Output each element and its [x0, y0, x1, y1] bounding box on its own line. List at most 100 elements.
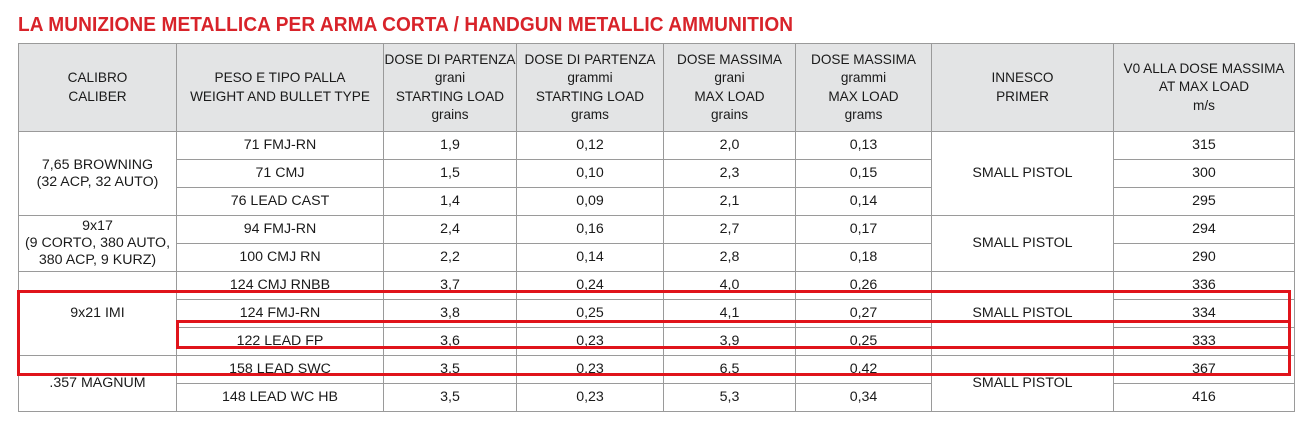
table-row: 9x17 (9 CORTO, 380 AUTO, 380 ACP, 9 KURZ) 9… — [18, 215, 1295, 272]
v0-cell: 295 — [1113, 187, 1295, 216]
v0-cell: 294 — [1113, 215, 1295, 244]
table-row: 148 LEAD WC HB 3,5 0,23 5,3 0,34 416 — [19, 383, 1295, 412]
caliber-line: 7,65 BROWNING — [41, 156, 154, 173]
v0-cell: 300 — [1113, 159, 1295, 188]
header-line: INNESCO — [991, 70, 1054, 85]
bullet-cell: 71 FMJ-RN — [176, 131, 384, 160]
v0-cell: 315 — [1113, 131, 1295, 160]
starting-grains-cell: 3,6 — [383, 327, 517, 356]
header-caliber: CALIBRO CALIBER — [18, 43, 177, 132]
max-grams-cell: 0,15 — [795, 159, 932, 188]
header-line: PRIMER — [996, 88, 1049, 104]
caliber-cell: .357 MAGNUM — [18, 355, 177, 412]
max-grains-cell: 4,0 — [663, 271, 796, 300]
header-line: CALIBRO — [67, 70, 128, 85]
primer-cell: SMALL PISTOL — [931, 131, 1114, 216]
header-line: grani — [434, 70, 466, 85]
v0-cell: 336 — [1113, 271, 1295, 300]
max-grams-cell: 0,27 — [795, 299, 932, 328]
max-grams-cell: 0,18 — [795, 243, 932, 272]
max-grams-cell: 0,14 — [795, 187, 932, 216]
starting-grams-cell: 0,23 — [516, 383, 664, 412]
header-line: CALIBER — [68, 88, 127, 104]
v0-cell: 416 — [1113, 383, 1295, 412]
caliber-cell: 9x17 (9 CORTO, 380 AUTO, 380 ACP, 9 KURZ) — [18, 215, 177, 272]
max-grams-cell: 0,13 — [795, 131, 932, 160]
starting-grains-cell: 2,4 — [383, 215, 517, 244]
header-max-grains: DOSE MASSIMA grani MAX LOAD grains — [663, 43, 796, 132]
bullet-cell: 76 LEAD CAST — [176, 187, 384, 216]
starting-grains-cell: 3,5 — [383, 355, 517, 384]
max-grains-cell: 6,5 — [663, 355, 796, 384]
header-line: grams — [844, 107, 883, 122]
header-line: STARTING LOAD — [395, 88, 505, 104]
header-row: CALIBRO CALIBER PESO E TIPO PALLA WEIGHT AN… — [18, 43, 1295, 132]
header-v0: V0 ALLA DOSE MASSIMA AT MAX LOAD m/s — [1113, 43, 1295, 132]
starting-grains-cell: 1,5 — [383, 159, 517, 188]
starting-grains-cell: 3,7 — [383, 271, 517, 300]
starting-grams-cell: 0,16 — [516, 215, 664, 244]
primer-cell: SMALL PISTOL — [931, 271, 1114, 356]
max-grains-cell: 2,3 — [663, 159, 796, 188]
v0-cell: 367 — [1113, 355, 1295, 384]
header-max-grams: DOSE MASSIMA grammi MAX LOAD grams — [795, 43, 932, 132]
header-starting-grams: DOSE DI PARTENZA grammi STARTING LOAD grams — [516, 43, 664, 132]
bullet-cell: 122 LEAD FP — [176, 327, 384, 356]
max-grams-cell: 0,17 — [795, 215, 932, 244]
starting-grams-cell: 0,25 — [516, 299, 664, 328]
max-grains-cell: 2,7 — [663, 215, 796, 244]
bullet-cell: 94 FMJ-RN — [176, 215, 384, 244]
table-row: 7,65 BROWNING (32 ACP, 32 AUTO) 71 FMJ-RN 1… — [18, 131, 1295, 216]
starting-grams-cell: 0,12 — [516, 131, 664, 160]
max-grams-cell: 0,34 — [795, 383, 932, 412]
bullet-cell: 124 FMJ-RN — [176, 299, 384, 328]
caliber-line: (32 ACP, 32 AUTO) — [36, 173, 159, 190]
header-line: PESO E TIPO PALLA — [214, 70, 346, 85]
starting-grams-cell: 0,24 — [516, 271, 664, 300]
primer-cell: SMALL PISTOL — [931, 215, 1114, 272]
header-line: DOSE DI PARTENZA — [524, 51, 656, 67]
ammunition-table: CALIBRO CALIBER PESO E TIPO PALLA WEIGHT AN… — [18, 43, 1295, 412]
caliber-line: 9x21 IMI — [70, 305, 125, 321]
header-line: AT MAX LOAD — [1158, 79, 1250, 95]
bullet-cell: 158 LEAD SWC — [176, 355, 384, 384]
table-row: 100 CMJ RN 2,2 0,14 2,8 0,18 290 — [19, 243, 1295, 272]
table-row: 122 LEAD FP 3,6 0,23 3,9 0,25 333 — [19, 327, 1295, 356]
table-row: 71 CMJ 1,5 0,10 2,3 0,15 300 — [19, 159, 1295, 188]
max-grains-cell: 3,9 — [663, 327, 796, 356]
header-line: grams — [571, 107, 609, 122]
max-grains-cell: 2,0 — [663, 131, 796, 160]
bullet-cell: 71 CMJ — [176, 159, 384, 188]
starting-grains-cell: 3,5 — [383, 383, 517, 412]
header-line: grains — [710, 107, 749, 122]
caliber-line: (9 CORTO, 380 AUTO, — [24, 235, 171, 251]
starting-grams-cell: 0,23 — [516, 355, 664, 384]
header-line: DOSE MASSIMA — [811, 51, 916, 67]
caliber-cell: 7,65 BROWNING (32 ACP, 32 AUTO) — [18, 131, 177, 216]
starting-grains-cell: 1,9 — [383, 131, 517, 160]
v0-cell: 334 — [1113, 299, 1295, 328]
caliber-line: .357 MAGNUM — [49, 375, 146, 391]
v0-cell: 290 — [1113, 243, 1295, 272]
header-line: DOSE MASSIMA — [677, 51, 782, 67]
header-line: STARTING LOAD — [535, 88, 645, 104]
bullet-cell: 100 CMJ RN — [176, 243, 384, 272]
header-starting-grains: DOSE DI PARTENZA grani STARTING LOAD grains — [383, 43, 517, 132]
header-line: m/s — [1193, 97, 1215, 113]
page-title: LA MUNIZIONE METALLICA PER ARMA CORTA / … — [18, 13, 794, 36]
max-grains-cell: 2,8 — [663, 243, 796, 272]
max-grains-cell: 5,3 — [663, 383, 796, 412]
max-grains-cell: 4,1 — [663, 299, 796, 328]
max-grams-cell: 0,26 — [795, 271, 932, 300]
starting-grains-cell: 3,8 — [383, 299, 517, 328]
table-body: 7,65 BROWNING (32 ACP, 32 AUTO) 71 FMJ-RN 1… — [18, 131, 1295, 412]
header-line: MAX LOAD — [828, 88, 899, 104]
table-row: 9x21 IMI 124 CMJ RNBB 3,7 0,24 4,0 0,26 SMALL … — [18, 271, 1295, 356]
header-line: grani — [714, 70, 745, 85]
header-primer: INNESCO PRIMER — [931, 43, 1114, 132]
max-grains-cell: 2,1 — [663, 187, 796, 216]
header-line: grammi — [567, 70, 613, 85]
bullet-cell: 124 CMJ RNBB — [176, 271, 384, 300]
caliber-cell: 9x21 IMI — [18, 271, 177, 356]
table-row: .357 MAGNUM 158 LEAD SWC 3,5 0,23 6,5 0,42 SMA… — [18, 355, 1295, 412]
